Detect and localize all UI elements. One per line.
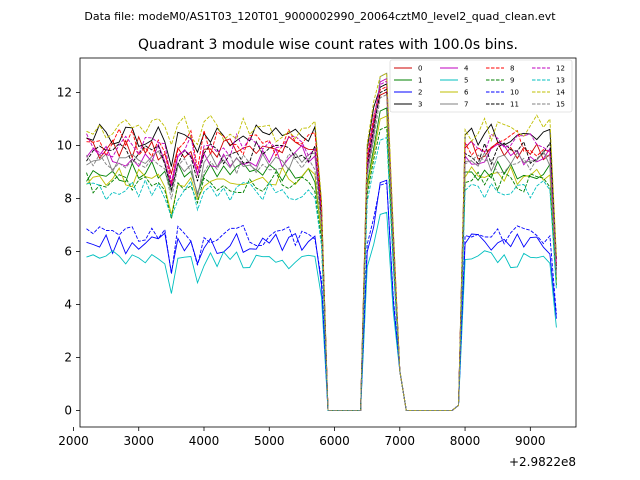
legend-label-15: 15 [556,101,565,109]
series-line-5 [86,211,557,412]
x-axis: 2000 3000 4000 5000 6000 7000 8000 9000 [58,427,546,448]
y-tick-label: 0 [64,404,72,418]
x-tick-label: 7000 [385,434,416,448]
legend-label-3: 3 [418,101,422,109]
series-line-9 [86,126,557,412]
legend-label-5: 5 [464,77,468,85]
legend-box [389,59,573,113]
legend-label-8: 8 [510,65,514,73]
legend-label-11: 11 [510,101,519,109]
y-axis: 0 2 4 6 8 10 12 [57,85,80,418]
x-offset-text: +2.9822e8 [509,455,576,469]
legend-label-7: 7 [464,101,468,109]
series-line-15 [86,93,557,412]
x-tick-label: 4000 [189,434,220,448]
x-tick-label: 3000 [123,434,154,448]
x-tick-label: 9000 [515,434,546,448]
legend-label-4: 4 [464,65,469,73]
y-tick-label: 2 [64,351,72,365]
legend-label-0: 0 [418,65,422,73]
legend-label-10: 10 [510,89,519,97]
y-tick-label: 8 [64,191,72,205]
plot-area: 2000 3000 4000 5000 6000 7000 8000 9000 0246810… [57,57,577,469]
x-tick-label: 6000 [319,434,350,448]
legend-label-13: 13 [556,77,565,85]
y-tick-label: 10 [57,138,72,152]
legend-label-6: 6 [464,89,469,97]
series-line-10 [86,182,557,412]
legend-label-2: 2 [418,89,422,97]
y-tick-label: 12 [57,85,72,99]
y-tick-label: 6 [64,245,72,259]
series-line-14 [86,72,557,412]
x-tick-label: 2000 [58,434,89,448]
x-tick-label: 8000 [450,434,481,448]
legend-label-14: 14 [556,89,565,97]
axes-frame [79,57,577,428]
y-tick-label: 4 [64,298,72,312]
suptitle: Data file: modeM0/AS1T03_120T01_90000029… [84,10,556,23]
legend-label-12: 12 [556,65,565,73]
series-line-13 [86,136,557,412]
chart-title: Quadrant 3 module wise count rates with … [138,37,518,53]
x-tick-label: 5000 [254,434,285,448]
legend-label-9: 9 [510,77,514,85]
series-layer [86,72,557,412]
legend-label-1: 1 [418,77,422,85]
